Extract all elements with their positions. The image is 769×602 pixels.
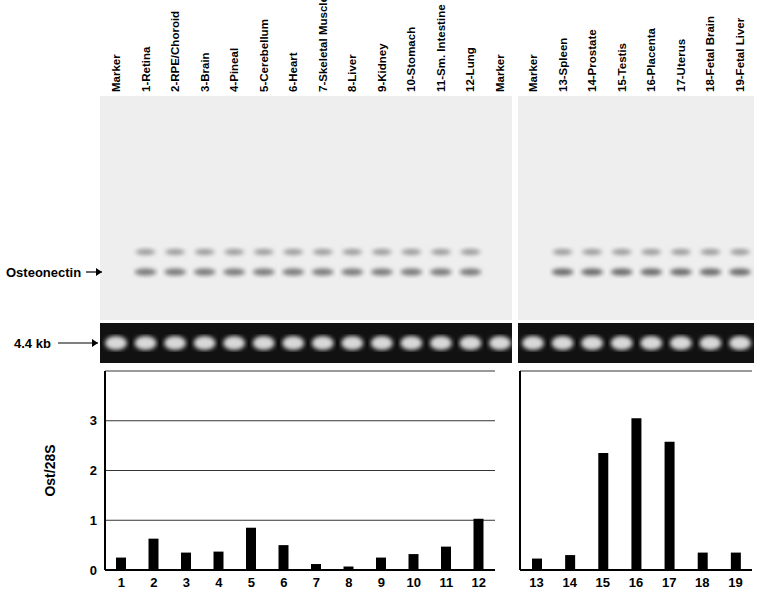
svg-text:12-Lung: 12-Lung [464, 47, 476, 92]
svg-text:3-Brain: 3-Brain [199, 52, 211, 92]
svg-text:3: 3 [183, 575, 190, 590]
svg-text:2-RPE/Choroid: 2-RPE/Choroid [169, 11, 181, 92]
svg-text:13: 13 [529, 575, 543, 590]
svg-text:7: 7 [313, 575, 320, 590]
svg-text:11: 11 [439, 575, 453, 590]
svg-text:8: 8 [345, 575, 352, 590]
svg-text:4: 4 [215, 575, 223, 590]
svg-text:8-Liver: 8-Liver [346, 54, 358, 92]
svg-text:17-Uterus: 17-Uterus [675, 39, 687, 92]
svg-text:Marker: Marker [110, 54, 122, 92]
svg-text:9: 9 [378, 575, 385, 590]
svg-text:12: 12 [472, 575, 486, 590]
svg-text:15-Testis: 15-Testis [616, 43, 628, 92]
svg-text:11-Sm. Intestine: 11-Sm. Intestine [435, 4, 447, 92]
svg-text:1-Retina: 1-Retina [140, 46, 152, 92]
svg-text:19-Fetal Liver: 19-Fetal Liver [734, 17, 746, 92]
svg-text:7-Skeletal Muscle: 7-Skeletal Muscle [317, 0, 329, 92]
svg-text:0: 0 [90, 563, 97, 578]
svg-text:16: 16 [629, 575, 643, 590]
svg-text:19: 19 [728, 575, 742, 590]
svg-text:10-Stomach: 10-Stomach [405, 27, 417, 92]
svg-text:4-Pineal: 4-Pineal [228, 48, 240, 92]
svg-text:Osteonectin: Osteonectin [8, 265, 81, 280]
svg-text:3: 3 [90, 413, 97, 428]
svg-text:18-Fetal Brain: 18-Fetal Brain [704, 16, 716, 92]
svg-text:4.4 kb: 4.4 kb [14, 336, 51, 351]
svg-text:6-Heart: 6-Heart [287, 52, 299, 92]
svg-text:14: 14 [562, 575, 577, 590]
svg-text:1: 1 [118, 575, 125, 590]
svg-text:1: 1 [90, 513, 97, 528]
svg-text:17: 17 [662, 575, 676, 590]
svg-text:13-Spleen: 13-Spleen [557, 38, 569, 92]
svg-text:5-Cerebellum: 5-Cerebellum [258, 19, 270, 92]
svg-text:Marker: Marker [527, 54, 539, 92]
svg-text:6: 6 [280, 575, 287, 590]
svg-text:10: 10 [407, 575, 421, 590]
svg-text:5: 5 [248, 575, 255, 590]
svg-text:2: 2 [150, 575, 157, 590]
svg-text:2: 2 [90, 463, 97, 478]
svg-text:16-Placenta: 16-Placenta [645, 27, 657, 92]
svg-text:Ost/28S: Ost/28S [42, 444, 58, 496]
svg-text:14-Prostate: 14-Prostate [586, 29, 598, 92]
svg-text:9-Kidney: 9-Kidney [376, 43, 388, 92]
svg-text:15: 15 [596, 575, 610, 590]
svg-text:18: 18 [695, 575, 709, 590]
svg-text:Marker: Marker [494, 54, 506, 92]
